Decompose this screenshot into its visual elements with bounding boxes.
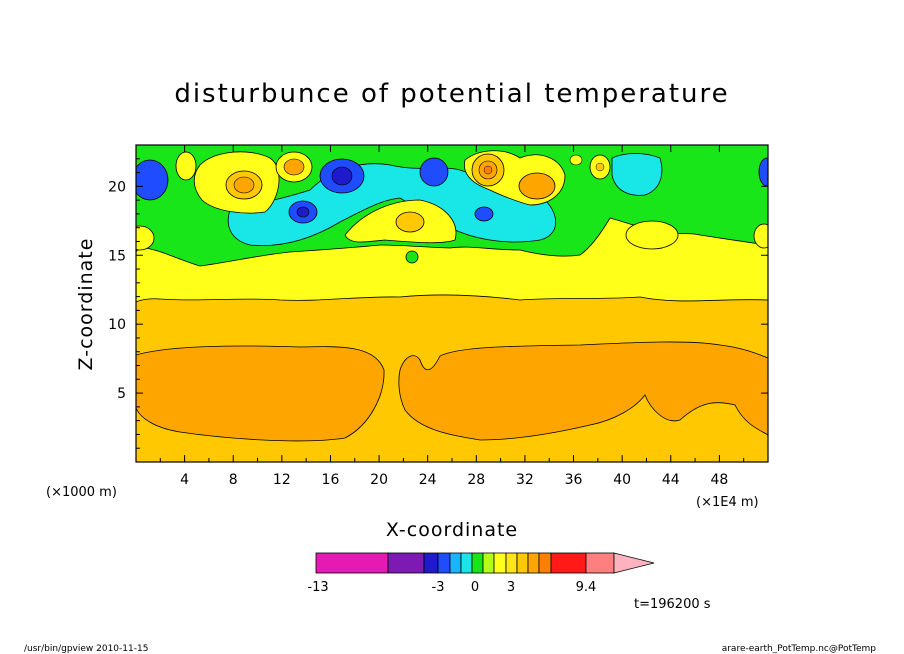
plot-area [136, 145, 768, 462]
x-tick-label: 28 [467, 472, 485, 488]
band-warm-core [136, 345, 385, 442]
y-tick-label: 15 [108, 248, 126, 264]
blob-blue-5 [136, 159, 169, 201]
y-tick-label: 10 [108, 317, 126, 333]
colorbar-swatch [460, 552, 473, 574]
footer-left: /usr/bin/gpview 2010-11-15 [24, 644, 148, 654]
time-label: t=196200 s [634, 597, 711, 612]
blob-yellow-left-1 [136, 225, 155, 251]
x-tick-label: 36 [565, 472, 583, 488]
blob-yellow-right-2 [753, 223, 768, 249]
chart-title: disturbunce of potential temperature [174, 79, 729, 109]
x-tick-label: 16 [322, 472, 340, 488]
x-tick-label: 4 [180, 472, 189, 488]
x-axis-label: X-coordinate [386, 519, 518, 541]
blob-blue-6 [758, 157, 768, 187]
y-tick-label: 20 [108, 179, 126, 195]
colorbar-swatch [493, 552, 507, 574]
colorbar-swatch [550, 552, 587, 574]
colorbar-label: 3 [507, 580, 515, 595]
blob-orange-upper-4 [395, 211, 425, 233]
x-tick-label: 32 [516, 472, 534, 488]
colorbar-label: 0 [471, 580, 479, 595]
colorbar-label: 9.4 [576, 580, 597, 595]
y-axis-label: Z-coordinate [75, 238, 97, 371]
colorbar-labels: -13 -3 0 3 9.4 [307, 580, 596, 595]
colorbar-swatch [471, 552, 484, 574]
blob-orange-upper-6 [518, 172, 556, 200]
x-tick-label: 44 [662, 472, 680, 488]
colorbar-swatch [527, 552, 540, 574]
colorbar-swatch [505, 552, 518, 574]
blob-green-small [405, 250, 419, 264]
colorbar [315, 552, 655, 574]
colorbar-swatch [315, 552, 389, 574]
colorbar-swatch [387, 552, 425, 574]
colorbar-swatch [538, 552, 552, 574]
x-tick-label: 48 [710, 472, 728, 488]
colorbar-swatch [482, 552, 495, 574]
colorbar-arrow [613, 552, 655, 574]
x-tick-label: 8 [229, 472, 238, 488]
x-tick-label: 24 [419, 472, 437, 488]
blob-red-upper-5 [483, 165, 493, 175]
y-axis-ticks: 5 10 15 20 [108, 158, 768, 449]
blob-orange-upper-2 [283, 158, 305, 176]
blob-orange-upper-7 [595, 162, 605, 172]
colorbar-swatch [585, 552, 615, 574]
colorbar-swatch [449, 552, 462, 574]
x-tick-label: 20 [370, 472, 388, 488]
x-unit-note: (×1E4 m) [696, 495, 759, 510]
band-warm-core-2 [398, 341, 768, 441]
blob-blue-1-core [331, 166, 353, 186]
blob-blue-3 [419, 157, 449, 187]
x-axis-ticks: 4 8 12 16 20 24 28 32 36 40 44 48 [159, 145, 745, 488]
colorbar-swatch [423, 552, 439, 574]
blob-yellow-upper-3 [175, 151, 197, 181]
blob-blue-4 [474, 206, 494, 222]
x-tick-label: 12 [273, 472, 291, 488]
blob-yellow-right-1 [625, 220, 679, 250]
x-tick-label: 40 [613, 472, 631, 488]
y-tick-label: 5 [117, 386, 126, 402]
colorbar-swatch [516, 552, 529, 574]
blob-blue-2-core [296, 206, 310, 218]
blob-orange-upper-1-core [233, 176, 255, 194]
colorbar-label: -3 [432, 580, 445, 595]
colorbar-swatch [437, 552, 451, 574]
colorbar-label: -13 [307, 580, 328, 595]
blob-yellow-corner [569, 154, 583, 166]
footer-right: arare-earth_PotTemp.nc@PotTemp [722, 644, 877, 654]
band-cyan-right [611, 153, 663, 196]
x-scale-note: (×1000 m) [46, 485, 117, 500]
